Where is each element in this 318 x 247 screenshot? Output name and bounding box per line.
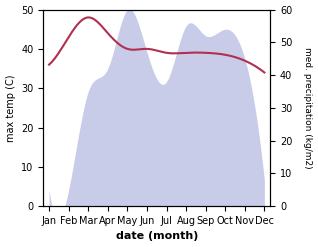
X-axis label: date (month): date (month): [115, 231, 198, 242]
Y-axis label: med. precipitation (kg/m2): med. precipitation (kg/m2): [303, 47, 313, 169]
Y-axis label: max temp (C): max temp (C): [5, 74, 16, 142]
